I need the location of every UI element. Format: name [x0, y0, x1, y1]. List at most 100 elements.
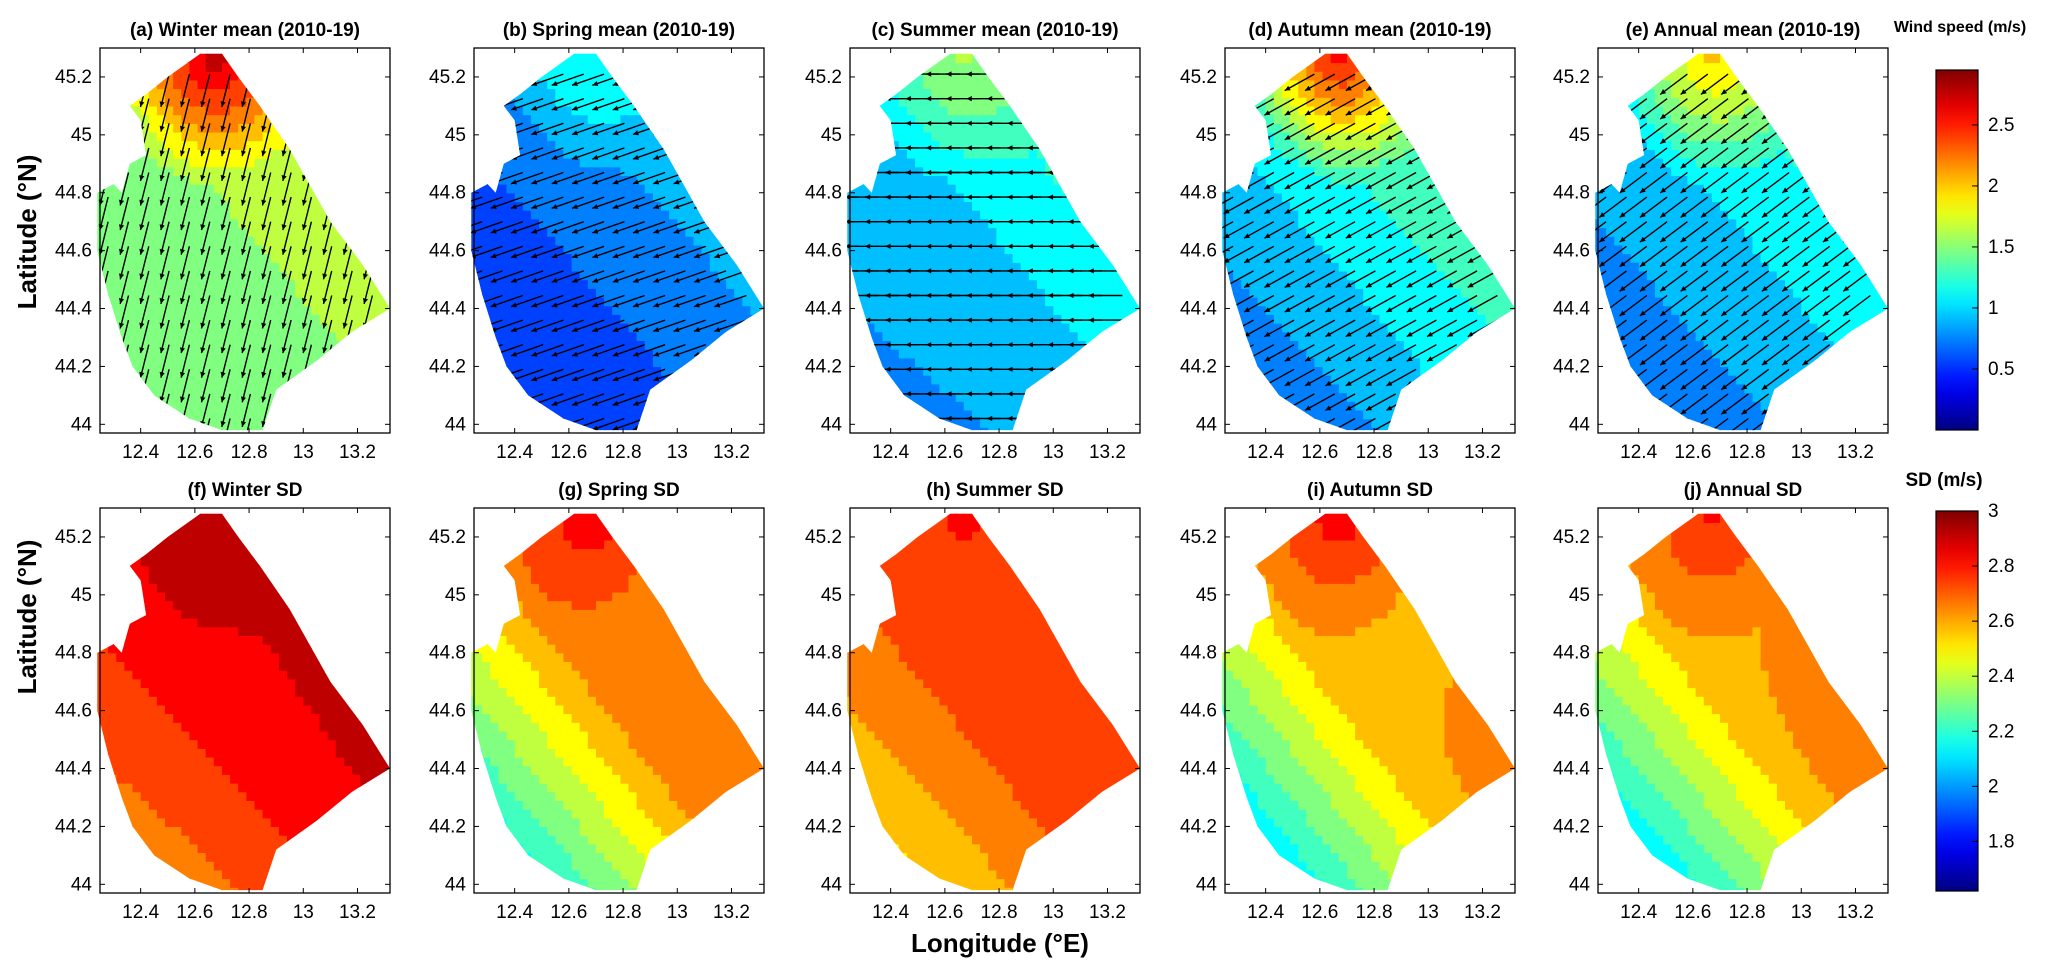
field-cell — [563, 175, 573, 185]
field-cell — [847, 427, 851, 431]
field-cell — [530, 184, 540, 194]
wind-arrow — [714, 294, 747, 308]
field-cell — [368, 331, 377, 341]
field-cell — [758, 123, 764, 133]
field-cell — [693, 288, 703, 298]
field-cell — [327, 149, 337, 159]
field-cell — [482, 357, 491, 367]
field-cell — [931, 97, 940, 107]
field-cell — [906, 201, 916, 211]
field-cell — [579, 236, 589, 246]
field-cell — [939, 218, 949, 229]
field-cell — [335, 71, 345, 81]
field-cell — [693, 218, 703, 229]
field-cell — [238, 210, 247, 220]
wind-arrow-head — [673, 277, 680, 283]
field-cell — [858, 253, 867, 263]
field-cell — [506, 105, 516, 116]
field-cell — [923, 357, 932, 367]
field-cell — [148, 131, 158, 142]
field-cell — [612, 340, 621, 350]
field-cell — [482, 418, 491, 428]
field-cell — [612, 88, 621, 98]
field-cell — [181, 323, 190, 333]
field-cell — [906, 392, 916, 402]
field-cell — [717, 392, 727, 402]
wind-arrow — [571, 221, 605, 234]
wind-arrow — [99, 123, 109, 157]
field-cell — [530, 62, 540, 72]
field-cell — [173, 253, 182, 263]
field-cell — [734, 131, 743, 142]
field-cell — [498, 383, 508, 394]
wind-arrow-head — [572, 400, 578, 406]
field-cell — [393, 54, 402, 63]
field-cell — [156, 166, 166, 176]
field-cell — [742, 175, 751, 185]
field-cell — [222, 427, 231, 431]
field-cell — [563, 53, 573, 64]
field-cell — [955, 349, 965, 359]
field-cell — [931, 262, 940, 272]
field-cell — [717, 279, 727, 289]
field-cell — [319, 305, 329, 315]
field-cell — [571, 253, 581, 263]
field-cell — [767, 314, 776, 323]
field-cell — [246, 53, 256, 64]
wind-arrow — [471, 147, 503, 160]
field-cell — [652, 236, 662, 246]
field-cell — [319, 97, 329, 107]
field-cell — [303, 409, 312, 420]
wind-arrow — [673, 270, 706, 283]
field-cell — [100, 97, 109, 107]
field-cell — [132, 53, 142, 55]
wind-arrow-head — [220, 125, 226, 132]
field-cell — [669, 131, 678, 142]
field-cell — [384, 401, 391, 411]
field-cell — [197, 375, 207, 385]
field-cell — [116, 314, 125, 324]
field-cell — [726, 71, 735, 81]
field-cell — [709, 401, 719, 411]
field-cell — [923, 366, 932, 376]
field-cell — [923, 227, 932, 237]
field-cell — [327, 218, 337, 229]
field-cell — [393, 271, 402, 280]
field-cell — [685, 158, 695, 168]
field-cell — [866, 105, 875, 116]
field-cell — [890, 349, 900, 359]
field-cell — [874, 166, 884, 176]
wind-arrow-head — [301, 224, 307, 231]
wind-arrow — [471, 196, 503, 209]
field-cell — [514, 323, 524, 333]
field-cell — [579, 149, 589, 159]
field-cell — [669, 305, 678, 315]
wind-arrow-head — [180, 396, 185, 403]
field-cell — [189, 192, 199, 202]
wind-arrow — [531, 294, 564, 308]
field-cell — [587, 314, 597, 324]
field-cell — [100, 331, 109, 341]
field-cell — [384, 210, 391, 220]
wind-arrow-head — [362, 347, 368, 354]
field-cell — [384, 296, 391, 307]
field-cell — [882, 253, 892, 263]
field-cell — [116, 105, 125, 116]
field-cell — [628, 409, 638, 420]
field-cell — [767, 219, 776, 228]
wind-arrow-head — [200, 101, 206, 107]
field-cell — [124, 427, 134, 431]
wind-arrow — [363, 73, 374, 108]
field-cell — [874, 270, 884, 281]
field-cell — [213, 340, 223, 350]
field-cell — [620, 62, 630, 72]
field-cell — [742, 314, 751, 324]
field-cell — [693, 340, 703, 350]
field-cell — [530, 262, 540, 272]
field-cell — [116, 236, 125, 246]
wind-arrow — [322, 221, 333, 255]
field-cell — [847, 296, 851, 307]
field-cell — [246, 53, 256, 55]
field-cell — [734, 227, 743, 237]
field-cell — [352, 323, 361, 333]
